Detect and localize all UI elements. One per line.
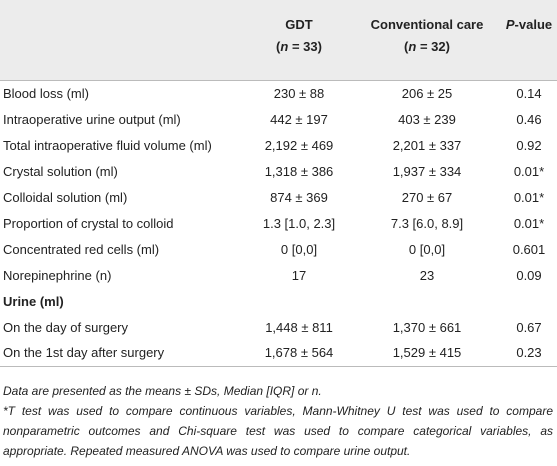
data-row: Crystal solution (ml) 1,318 ± 386 1,937 ± … (0, 158, 557, 184)
header-text-part: P (505, 17, 515, 32)
value-cell: 230 ± 88 (273, 85, 325, 101)
value-cell: 0.67 (516, 319, 542, 335)
row-label: Norepinephrine (n) (3, 267, 112, 283)
value-cell: 2,201 ± 337 (392, 137, 462, 153)
data-row: Colloidal solution (ml) 874 ± 369 270 ± 67… (0, 184, 557, 210)
row-label: Colloidal solution (ml) (3, 189, 128, 205)
row-label: On the 1st day after surgery (3, 345, 165, 361)
value-cell: 7.3 [6.0, 8.9] (390, 215, 464, 231)
row-label: On the day of surgery (3, 319, 129, 335)
header-text-part: ( (404, 39, 409, 54)
data-row: On the 1st day after surgery 1,678 ± 564 1… (0, 340, 557, 366)
value-cell: 206 ± 25 (401, 85, 453, 101)
value-cell: 0.46 (516, 111, 542, 127)
value-cell: 0.92 (516, 137, 542, 153)
row-label: Blood loss (ml) (3, 85, 89, 101)
value-cell: 1,529 ± 415 (392, 345, 462, 361)
value-cell: 442 ± 197 (270, 111, 328, 127)
value-cell: 0 [0,0] (280, 241, 318, 257)
value-cell: 23 (419, 267, 435, 283)
row-label: Total intraoperative fluid volume (ml) (3, 137, 212, 153)
header-cell: P-value (501, 0, 557, 80)
row-label: Concentrated red cells (ml) (3, 241, 160, 257)
header-text: Conventional care (370, 17, 484, 32)
table-header: GDT (n = 33) Conventional care (n = 32) P-va… (0, 0, 557, 80)
data-row: On the day of surgery 1,448 ± 811 1,370 ± … (0, 314, 557, 340)
header-cell: Conventional care (n = 32) (353, 0, 501, 80)
section-heading: Urine (ml) (3, 293, 64, 309)
data-row: Proportion of crystal to colloid 1.3 [1.0… (0, 210, 557, 236)
value-cell: 2,192 ± 469 (264, 137, 334, 153)
header-text-part: = 32) (416, 39, 450, 54)
value-cell: 0.601 (512, 241, 546, 257)
row-label: Crystal solution (ml) (3, 163, 118, 179)
header-text-part: -value (514, 17, 553, 32)
data-row: Intraoperative urine output (ml) 442 ± 19… (0, 106, 557, 132)
header-cell: GDT (n = 33) (245, 0, 353, 80)
value-cell: 0.01* (513, 163, 545, 179)
value-cell: 0.14 (516, 85, 542, 101)
value-cell: 1,318 ± 386 (264, 163, 334, 179)
row-label: Intraoperative urine output (ml) (3, 111, 181, 127)
table-body: Blood loss (ml) 230 ± 88 206 ± 25 0.14 Intra… (0, 80, 557, 366)
header-text: GDT (285, 17, 313, 32)
value-cell: 1,370 ± 661 (392, 319, 462, 335)
data-row: Total intraoperative fluid volume (ml) 2,… (0, 132, 557, 158)
value-cell: 403 ± 239 (398, 111, 456, 127)
value-cell: 0 [0,0] (408, 241, 446, 257)
table-notes: Data are presented as the means ± SDs, M… (0, 367, 557, 461)
value-cell: 0.01* (513, 189, 545, 205)
value-cell: 0.09 (516, 267, 542, 283)
header-row: GDT (n = 33) Conventional care (n = 32) P-va… (0, 0, 557, 80)
section-row: Urine (ml) (0, 288, 557, 314)
data-row: Blood loss (ml) 230 ± 88 206 ± 25 0.14 (0, 80, 557, 106)
value-cell: 0.01* (513, 215, 545, 231)
note: Data are presented as the means ± SDs, M… (3, 383, 322, 398)
note: *T test was used to compare continuous v… (3, 403, 553, 458)
value-cell: 1,678 ± 564 (264, 345, 334, 361)
data-row: Concentrated red cells (ml) 0 [0,0] 0 [0,0… (0, 236, 557, 262)
header-text-part: = 33) (288, 39, 322, 54)
value-cell: 17 (291, 267, 307, 283)
data-row: Norepinephrine (n) 17 23 0.09 (0, 262, 557, 288)
header-cell (0, 0, 245, 80)
row-label: Proportion of crystal to colloid (3, 215, 174, 231)
header-text-part: n (408, 39, 417, 54)
value-cell: 0.23 (516, 345, 542, 361)
data-table: GDT (n = 33) Conventional care (n = 32) P-va… (0, 0, 557, 367)
value-cell: 1.3 [1.0, 2.3] (262, 215, 336, 231)
value-cell: 1,937 ± 334 (392, 163, 462, 179)
value-cell: 270 ± 67 (401, 189, 453, 205)
value-cell: 874 ± 369 (270, 189, 328, 205)
header-text-part: n (280, 39, 289, 54)
header-text-part: ( (276, 39, 281, 54)
value-cell: 1,448 ± 811 (265, 319, 333, 335)
